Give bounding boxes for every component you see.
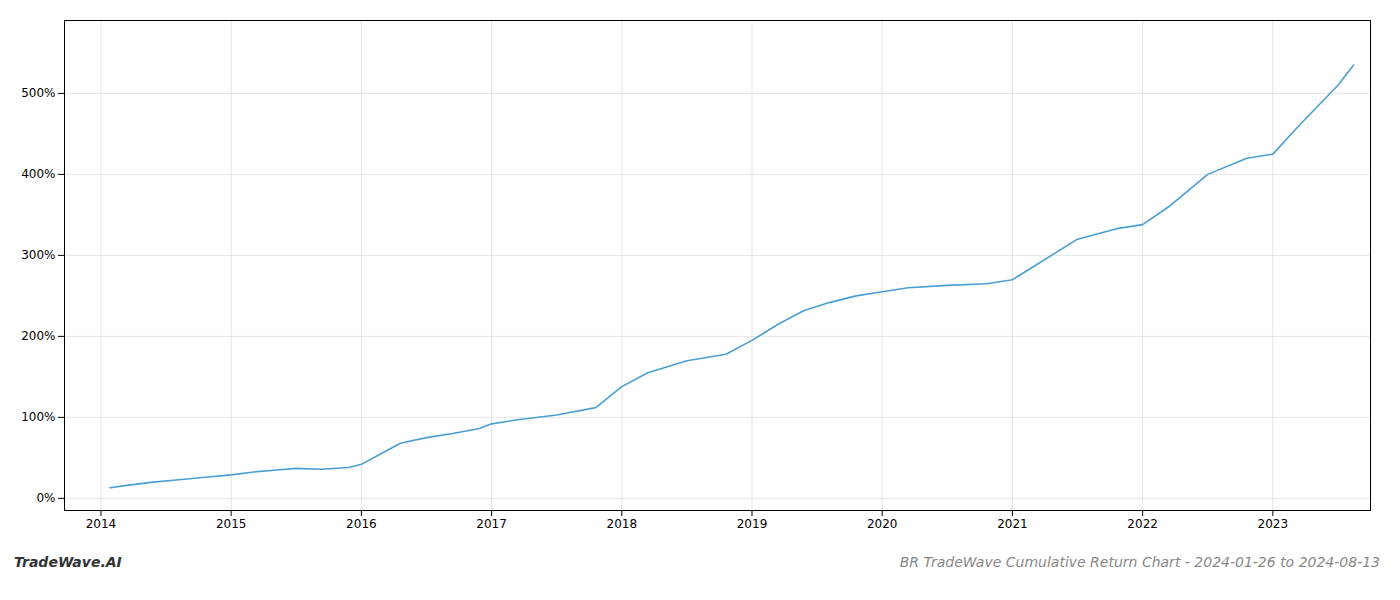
svg-text:100%: 100% (21, 410, 55, 424)
svg-text:2022: 2022 (1127, 517, 1158, 531)
svg-text:300%: 300% (21, 248, 55, 262)
svg-text:2015: 2015 (216, 517, 247, 531)
svg-text:2017: 2017 (476, 517, 507, 531)
svg-text:2019: 2019 (737, 517, 768, 531)
svg-text:2021: 2021 (997, 517, 1028, 531)
svg-text:400%: 400% (21, 167, 55, 181)
svg-text:2020: 2020 (867, 517, 898, 531)
svg-text:2018: 2018 (607, 517, 638, 531)
svg-text:2014: 2014 (86, 517, 117, 531)
svg-text:500%: 500% (21, 86, 55, 100)
html-text:TradeWave.AI: TradeWave.AI (14, 554, 122, 570)
html-text:BR TradeWave Cumulative Return: BR TradeWave Cumulative Return Chart - 2… (899, 554, 1380, 570)
svg-text:2023: 2023 (1258, 517, 1289, 531)
svg-text:200%: 200% (21, 329, 55, 343)
svg-text:2016: 2016 (346, 517, 377, 531)
svg-text:0%: 0% (36, 491, 55, 505)
